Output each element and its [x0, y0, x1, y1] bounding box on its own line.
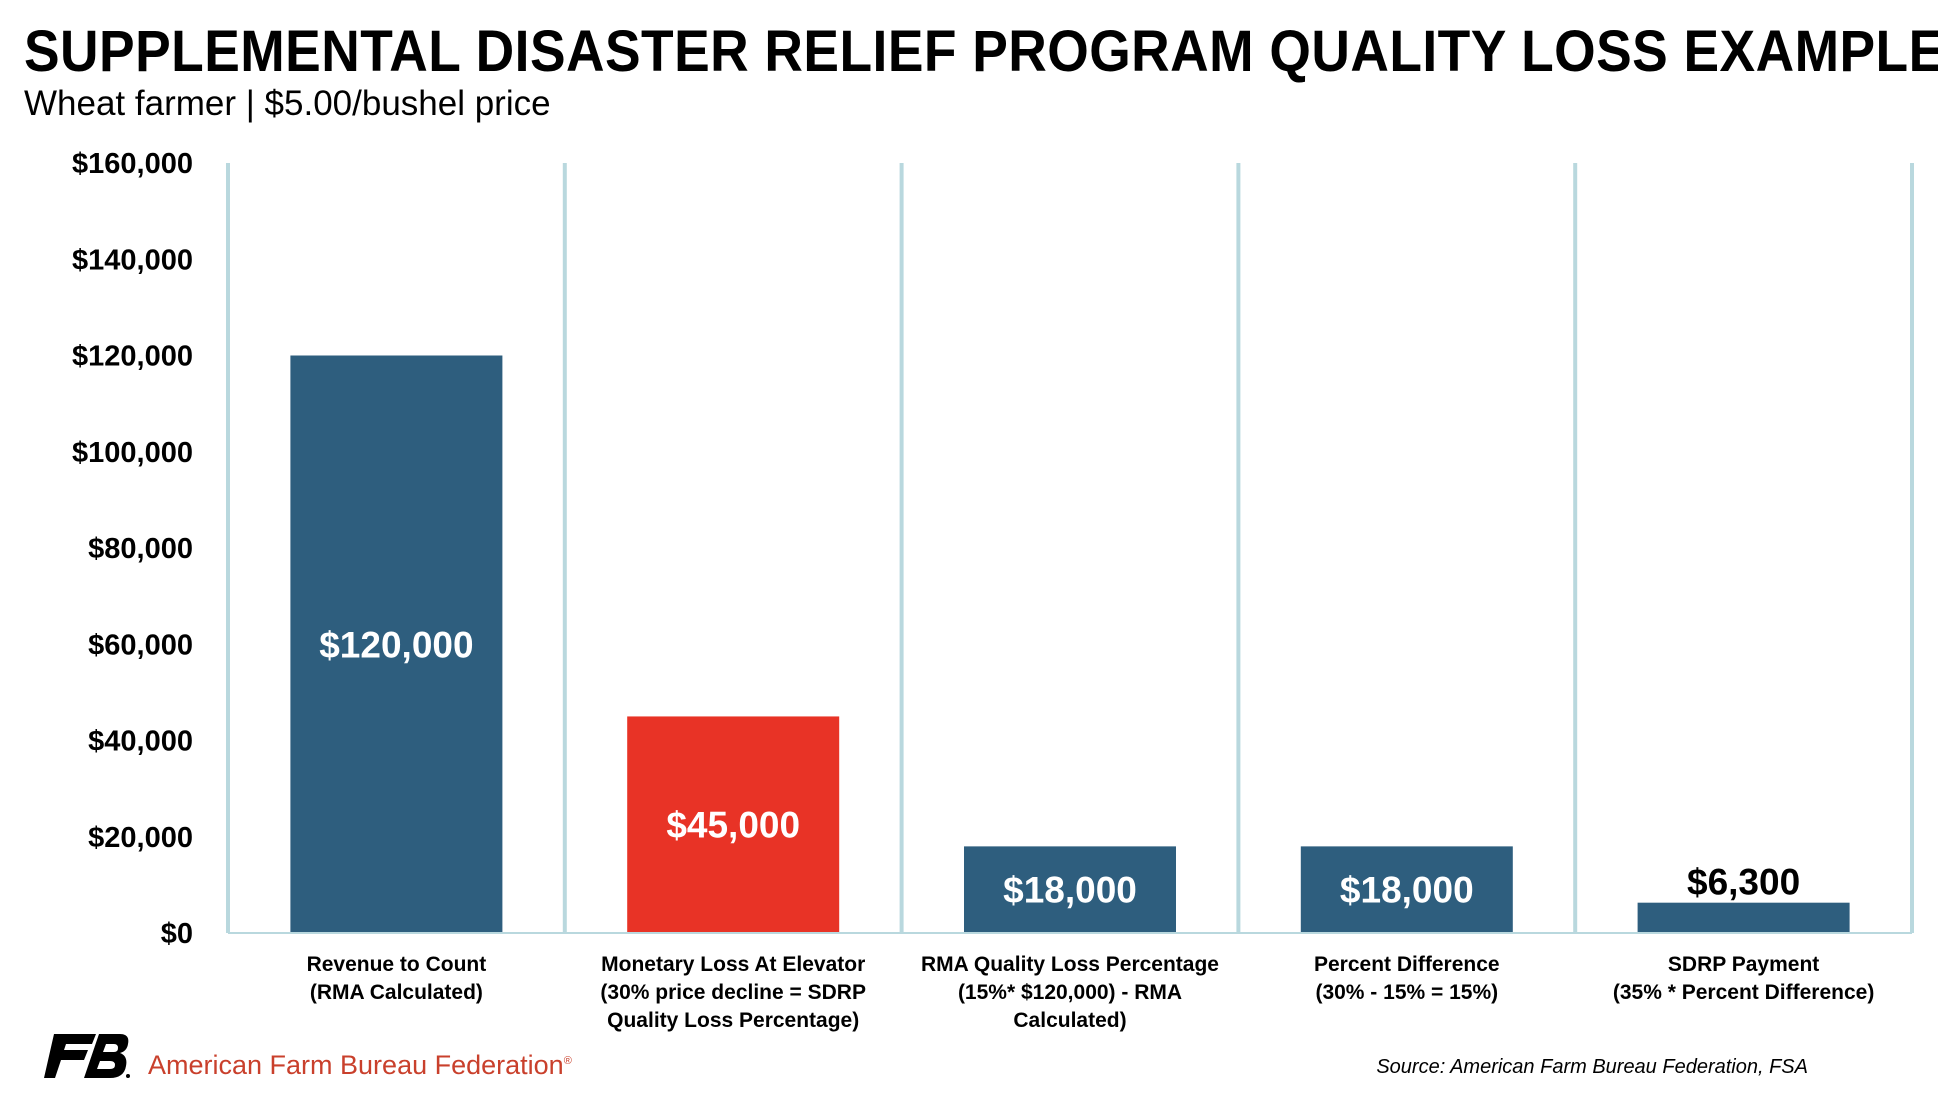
data-label: $45,000	[666, 805, 800, 846]
gridlines	[226, 163, 1914, 933]
bar-chart: $0 $20,000 $40,000 $60,000 $80,000 $100,000 $1…	[72, 148, 1914, 1032]
x-category-label-line: SDRP Payment	[1668, 953, 1819, 976]
x-category-label: Percent Difference (30% - 15% = 15%)	[1314, 953, 1500, 1004]
x-category-label-line: Percent Difference	[1314, 953, 1500, 976]
fb-logo-icon	[44, 1034, 130, 1078]
x-category-label-line: Monetary Loss At Elevator	[601, 953, 865, 976]
y-tick-label: $100,000	[72, 437, 193, 469]
x-category-label-line: Revenue to Count	[307, 953, 487, 976]
bars	[290, 355, 1850, 933]
organization-name: American Farm Bureau Federation®	[148, 1050, 572, 1080]
y-tick-label: $20,000	[88, 822, 193, 854]
y-tick-label: $0	[161, 918, 193, 950]
bar	[290, 355, 503, 933]
chart-subtitle: Wheat farmer | $5.00/bushel price	[24, 84, 551, 123]
x-category-label-line: Quality Loss Percentage)	[607, 1009, 859, 1032]
x-category-label-line: (15%* $120,000) - RMA	[958, 981, 1182, 1004]
data-label: $6,300	[1687, 862, 1800, 903]
axes: $0 $20,000 $40,000 $60,000 $80,000 $100,000 $1…	[72, 148, 1912, 950]
x-category-label: Monetary Loss At Elevator (30% price decl…	[600, 953, 866, 1032]
bar	[1300, 846, 1513, 933]
y-tick-label: $40,000	[88, 726, 193, 758]
bar	[627, 716, 840, 933]
y-tick-label: $120,000	[72, 341, 193, 373]
y-tick-label: $140,000	[72, 244, 193, 276]
labels: $120,000 Revenue to Count (RMA Calculated)…	[307, 624, 1875, 1032]
x-category-label-line: (35% * Percent Difference)	[1613, 981, 1874, 1004]
bar	[964, 846, 1176, 933]
x-category-label: SDRP Payment (35% * Percent Difference)	[1613, 953, 1874, 1004]
data-label: $18,000	[1340, 870, 1474, 911]
x-category-label-line: (30% price decline = SDRP	[600, 981, 866, 1004]
data-label: $18,000	[1003, 870, 1137, 911]
y-tick-label: $160,000	[72, 148, 193, 180]
y-tick-label: $60,000	[88, 629, 193, 661]
y-tick-label: $80,000	[88, 533, 193, 565]
x-category-label-line: (30% - 15% = 15%)	[1315, 981, 1498, 1004]
x-category-label-line: (RMA Calculated)	[310, 981, 483, 1004]
x-category-label: RMA Quality Loss Percentage (15%* $120,00…	[921, 953, 1219, 1032]
chart-title: SUPPLEMENTAL DISASTER RELIEF PROGRAM QUA…	[24, 19, 1938, 84]
bar	[1637, 902, 1850, 933]
data-label: $120,000	[319, 624, 473, 665]
x-category-label-line: Calculated)	[1013, 1009, 1126, 1032]
x-category-label: Revenue to Count (RMA Calculated)	[307, 953, 487, 1004]
source-note: Source: American Farm Bureau Federation,…	[1376, 1056, 1808, 1078]
x-category-label-line: RMA Quality Loss Percentage	[921, 953, 1219, 976]
